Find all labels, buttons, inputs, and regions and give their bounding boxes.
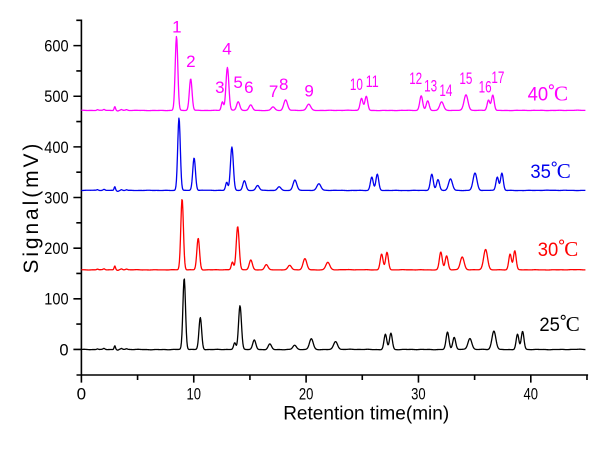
svg-text:300: 300 <box>44 189 68 207</box>
svg-text:15: 15 <box>459 69 472 88</box>
svg-text:Retention time(min): Retention time(min) <box>283 404 449 425</box>
svg-text:4: 4 <box>222 39 231 58</box>
svg-text:8: 8 <box>279 75 288 94</box>
svg-text:500: 500 <box>44 88 68 106</box>
svg-text:600: 600 <box>44 38 68 56</box>
svg-text:20: 20 <box>299 385 314 404</box>
svg-text:40: 40 <box>528 85 549 106</box>
svg-text:14: 14 <box>439 81 452 100</box>
svg-text:40: 40 <box>524 385 539 404</box>
svg-text:7: 7 <box>269 82 278 101</box>
svg-text:400: 400 <box>44 139 68 157</box>
svg-text:1: 1 <box>172 18 181 37</box>
svg-text:100: 100 <box>44 291 68 309</box>
svg-text:17: 17 <box>491 68 504 87</box>
svg-text:10: 10 <box>350 75 363 94</box>
svg-text:30: 30 <box>411 385 426 404</box>
svg-text:C: C <box>557 159 571 183</box>
svg-text:Signal(mV): Signal(mV) <box>20 144 43 274</box>
svg-text:9: 9 <box>304 81 313 100</box>
svg-text:C: C <box>566 312 580 336</box>
svg-text:5: 5 <box>233 73 242 92</box>
svg-text:0: 0 <box>77 385 86 404</box>
svg-text:200: 200 <box>44 240 68 258</box>
svg-text:16: 16 <box>479 77 492 96</box>
svg-text:12: 12 <box>409 69 422 88</box>
svg-text:35: 35 <box>530 162 551 183</box>
svg-text:C: C <box>554 82 568 106</box>
svg-text:2: 2 <box>186 52 195 71</box>
svg-text:11: 11 <box>366 72 379 91</box>
svg-text:C: C <box>564 237 578 261</box>
svg-text:3: 3 <box>215 78 224 97</box>
svg-text:30: 30 <box>538 240 559 261</box>
svg-text:6: 6 <box>244 78 253 97</box>
svg-text:25: 25 <box>539 315 560 336</box>
svg-text:0: 0 <box>59 341 68 359</box>
svg-text:13: 13 <box>424 77 437 96</box>
svg-text:10: 10 <box>187 385 202 404</box>
